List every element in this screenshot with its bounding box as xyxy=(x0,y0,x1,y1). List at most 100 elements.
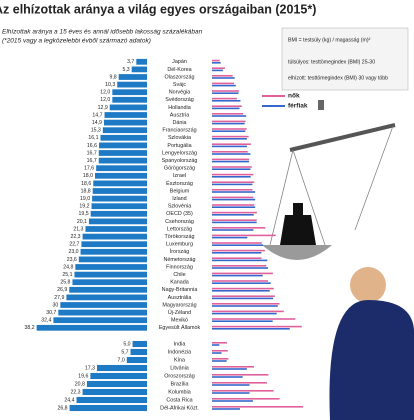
bar xyxy=(98,157,147,164)
value-label: 32,4 xyxy=(41,318,51,324)
series-bar xyxy=(212,350,228,352)
category-label: Spanyolország xyxy=(162,158,198,164)
series-bar xyxy=(212,368,247,370)
value-label: 3,7 xyxy=(127,59,134,65)
value-label: 12,9 xyxy=(98,105,108,111)
category-label: Belgium xyxy=(170,188,190,194)
series-bar xyxy=(212,320,273,322)
category-label: Németország xyxy=(163,257,195,263)
value-label: 15,3 xyxy=(91,128,101,134)
value-label: 5,3 xyxy=(122,67,129,73)
category-label: Görögország xyxy=(164,166,195,172)
category-label: Lengyelország xyxy=(162,150,197,156)
series-bar xyxy=(212,287,274,290)
category-label: Szlovákia xyxy=(168,135,191,141)
bar xyxy=(72,279,147,286)
bar xyxy=(132,340,147,348)
series-bar xyxy=(212,84,236,87)
series-bar xyxy=(212,366,254,368)
bar xyxy=(36,324,148,331)
series-bar xyxy=(212,392,250,394)
bar xyxy=(85,226,147,232)
series-bar xyxy=(212,282,271,284)
legend-label: nők xyxy=(288,93,300,100)
series-bar xyxy=(212,267,268,269)
value-label: 16,1 xyxy=(88,135,98,141)
series-bar xyxy=(212,259,268,262)
bar xyxy=(60,302,148,308)
series-bar xyxy=(212,92,239,94)
series-bar xyxy=(212,173,254,176)
series-bar xyxy=(212,120,246,123)
bar xyxy=(117,81,147,88)
value-label: 5,7 xyxy=(121,349,128,355)
series-bar xyxy=(212,221,257,224)
bar xyxy=(90,210,147,217)
bmi-formula: BMI = testsúly (kg) / magasság (m)² xyxy=(288,37,371,43)
series-bar xyxy=(212,168,251,170)
value-label: 16,7 xyxy=(87,158,97,164)
series-bar xyxy=(212,272,273,275)
value-label: 10,3 xyxy=(105,82,115,88)
value-label: 38,2 xyxy=(25,325,35,331)
category-label: Csehország xyxy=(165,219,194,225)
bmi-obese: elhízott: testtömegindex (BMI) 30 vagy t… xyxy=(288,75,388,81)
bar xyxy=(90,372,147,380)
value-label: 26,8 xyxy=(57,405,67,411)
value-label: 12,0 xyxy=(100,90,110,96)
series-bar xyxy=(212,107,240,110)
category-label: Japán xyxy=(172,59,187,65)
value-label: 25,8 xyxy=(60,280,70,286)
series-bar xyxy=(212,138,247,140)
weight xyxy=(280,215,316,245)
bar xyxy=(92,188,147,194)
series-bar xyxy=(212,214,254,216)
series-bar xyxy=(212,196,254,199)
series-bar xyxy=(212,384,250,386)
series-bar xyxy=(212,160,250,163)
head xyxy=(350,267,386,303)
series-bar xyxy=(212,382,267,384)
series-bar xyxy=(212,158,250,161)
value-label: 16,7 xyxy=(87,150,97,156)
series-bar xyxy=(212,274,263,277)
bar xyxy=(97,364,147,372)
series-bar xyxy=(212,227,266,229)
category-label: Litvánia xyxy=(170,365,189,371)
series-bar xyxy=(212,100,241,102)
series-bar xyxy=(212,82,234,85)
series-bar xyxy=(212,198,256,201)
value-label: 26,9 xyxy=(57,287,67,293)
series-bar xyxy=(212,183,253,186)
series-bar xyxy=(212,143,251,145)
series-bar xyxy=(212,115,247,117)
bar xyxy=(112,89,147,96)
value-label: 9,8 xyxy=(109,74,116,80)
series-bar xyxy=(212,252,262,254)
series-bar xyxy=(212,204,255,206)
category-label: Indonézia xyxy=(168,349,191,355)
bar xyxy=(95,172,147,179)
value-label: 27,9 xyxy=(54,295,64,301)
value-label: 17,6 xyxy=(84,166,94,172)
series-bar xyxy=(212,342,227,344)
series-bar xyxy=(212,318,296,320)
series-bar xyxy=(212,62,221,64)
series-bar xyxy=(212,151,248,153)
category-label: India xyxy=(174,341,186,347)
series-bar xyxy=(212,374,269,376)
value-label: 14,9 xyxy=(92,120,102,126)
value-label: 22,3 xyxy=(70,389,80,395)
category-label: Svédország xyxy=(165,97,193,103)
bar xyxy=(88,218,147,225)
bar xyxy=(92,195,147,202)
series-bar xyxy=(212,97,237,100)
bar xyxy=(130,348,147,356)
category-label: Kanada xyxy=(170,280,189,286)
series-bar xyxy=(212,358,229,360)
bar xyxy=(103,119,147,126)
bar xyxy=(66,294,147,301)
bar xyxy=(76,396,147,404)
bar xyxy=(118,74,147,80)
series-bar xyxy=(212,181,255,183)
